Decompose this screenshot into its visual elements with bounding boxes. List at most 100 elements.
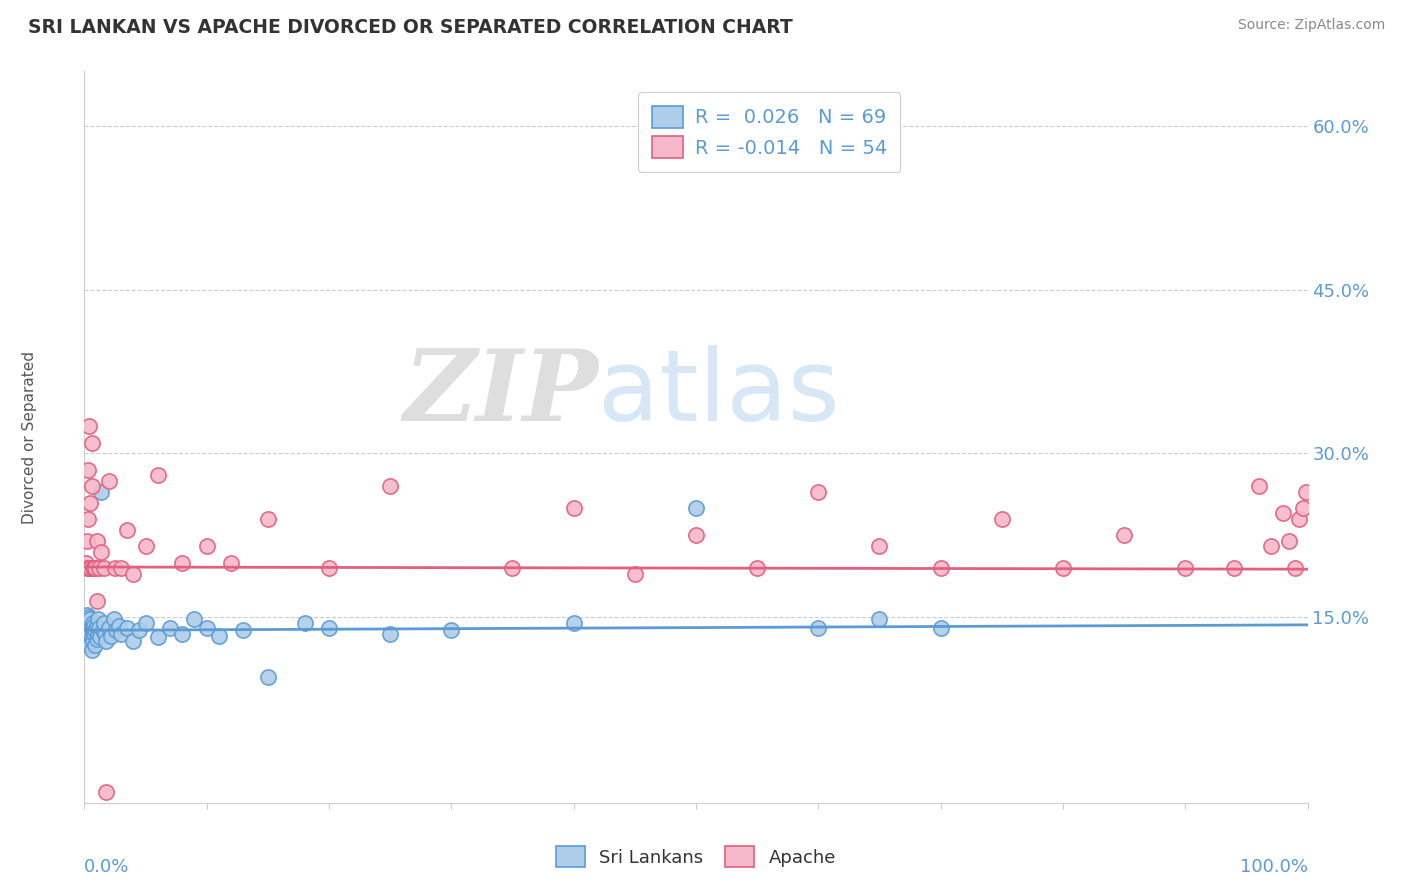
Text: Source: ZipAtlas.com: Source: ZipAtlas.com	[1237, 18, 1385, 32]
Point	[79, 638, 101, 652]
Point	[183, 612, 205, 626]
Point	[1292, 501, 1315, 516]
Point	[80, 621, 103, 635]
Point	[807, 484, 830, 499]
Point	[103, 612, 125, 626]
Point	[807, 621, 830, 635]
Point	[685, 528, 707, 542]
Point	[1272, 507, 1295, 521]
Point	[624, 566, 647, 581]
Point	[76, 612, 98, 626]
Point	[82, 561, 104, 575]
Point	[87, 561, 110, 575]
Point	[80, 435, 103, 450]
Text: Divorced or Separated: Divorced or Separated	[22, 351, 37, 524]
Point	[77, 419, 100, 434]
Point	[502, 561, 524, 575]
Point	[79, 561, 101, 575]
Point	[1174, 561, 1197, 575]
Point	[1288, 512, 1310, 526]
Point	[1278, 533, 1301, 548]
Point	[94, 626, 117, 640]
Point	[96, 634, 118, 648]
Point	[82, 634, 104, 648]
Point	[79, 626, 101, 640]
Point	[115, 621, 138, 635]
Point	[1247, 479, 1270, 493]
Point	[96, 785, 118, 799]
Point	[146, 630, 169, 644]
Point	[195, 539, 218, 553]
Point	[82, 624, 104, 638]
Point	[128, 624, 150, 638]
Point	[100, 629, 122, 643]
Point	[97, 621, 120, 635]
Point	[79, 612, 101, 626]
Point	[77, 629, 100, 643]
Point	[84, 638, 107, 652]
Point	[122, 634, 145, 648]
Point	[83, 561, 105, 575]
Point	[75, 630, 97, 644]
Point	[87, 621, 110, 635]
Point	[89, 630, 111, 644]
Text: ZIP: ZIP	[404, 345, 598, 442]
Text: 100.0%: 100.0%	[1240, 858, 1308, 876]
Point	[79, 619, 101, 633]
Point	[1284, 561, 1306, 575]
Point	[80, 630, 103, 644]
Point	[77, 512, 100, 526]
Point	[869, 539, 891, 553]
Text: atlas: atlas	[598, 344, 839, 442]
Point	[77, 624, 100, 638]
Point	[110, 626, 132, 640]
Point	[562, 501, 585, 516]
Point	[380, 626, 402, 640]
Point	[1260, 539, 1282, 553]
Point	[76, 533, 98, 548]
Point	[93, 561, 115, 575]
Text: SRI LANKAN VS APACHE DIVORCED OR SEPARATED CORRELATION CHART: SRI LANKAN VS APACHE DIVORCED OR SEPARAT…	[28, 18, 793, 37]
Point	[86, 594, 108, 608]
Point	[219, 556, 242, 570]
Legend: Sri Lankans, Apache: Sri Lankans, Apache	[548, 839, 844, 874]
Point	[77, 561, 100, 575]
Point	[869, 612, 891, 626]
Point	[97, 474, 120, 488]
Point	[83, 619, 105, 633]
Point	[77, 632, 100, 646]
Point	[135, 539, 157, 553]
Point	[110, 561, 132, 575]
Point	[77, 615, 100, 630]
Point	[440, 624, 463, 638]
Point	[91, 624, 114, 638]
Point	[929, 621, 952, 635]
Point	[77, 610, 100, 624]
Point	[90, 545, 112, 559]
Point	[257, 670, 280, 684]
Point	[1052, 561, 1074, 575]
Point	[172, 556, 194, 570]
Point	[75, 624, 97, 638]
Point	[76, 561, 98, 575]
Point	[380, 479, 402, 493]
Point	[172, 626, 194, 640]
Point	[77, 463, 100, 477]
Point	[294, 615, 316, 630]
Point	[82, 615, 104, 630]
Point	[107, 619, 129, 633]
Point	[77, 618, 100, 632]
Point	[991, 512, 1014, 526]
Point	[86, 619, 108, 633]
Point	[79, 495, 101, 509]
Point	[1295, 484, 1317, 499]
Point	[257, 512, 280, 526]
Point	[77, 621, 100, 635]
Point	[77, 634, 100, 648]
Point	[80, 643, 103, 657]
Point	[87, 626, 110, 640]
Point	[929, 561, 952, 575]
Point	[83, 626, 105, 640]
Point	[1223, 561, 1246, 575]
Point	[685, 501, 707, 516]
